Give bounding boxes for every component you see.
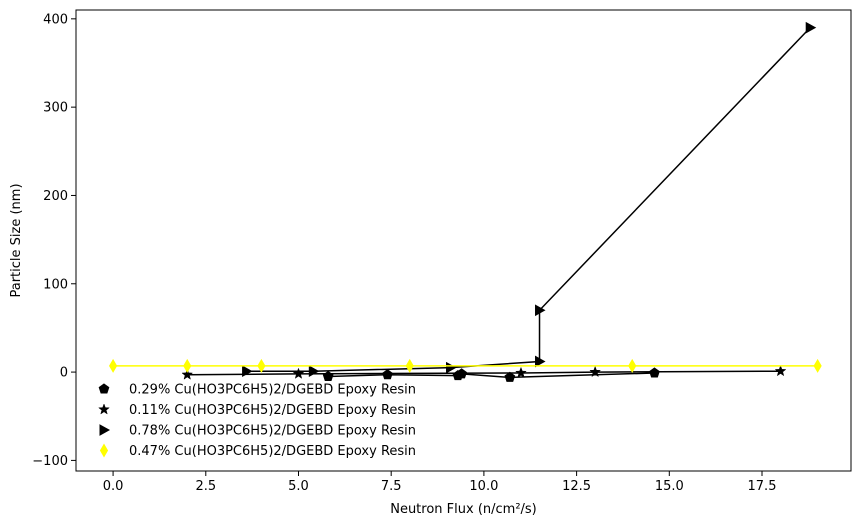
series-layer xyxy=(109,21,822,382)
x-tick-label: 17.5 xyxy=(748,479,777,494)
y-tick-label: 200 xyxy=(43,189,68,204)
legend-marker xyxy=(99,443,109,458)
legend-label: 0.11% Cu(HO3PC6H5)2/DGEBD Epoxy Resin xyxy=(129,403,416,418)
series-2 xyxy=(181,364,787,380)
legend: 0.29% Cu(HO3PC6H5)2/DGEBD Epoxy Resin 0.1… xyxy=(98,383,416,459)
x-tick-label: 7.5 xyxy=(381,479,402,494)
x-tick-label: 12.5 xyxy=(562,479,591,494)
legend-marker xyxy=(99,424,111,436)
series-1 xyxy=(322,367,660,382)
y-tick-label: 400 xyxy=(43,12,68,27)
y-axis-label: Particle Size (nm) xyxy=(9,183,24,297)
data-point xyxy=(628,358,637,373)
legend-entry: 0.29% Cu(HO3PC6H5)2/DGEBD Epoxy Resin xyxy=(98,383,416,398)
data-point xyxy=(535,355,546,368)
data-point xyxy=(535,304,546,317)
x-tick-label: 10.0 xyxy=(469,479,498,494)
data-point xyxy=(504,371,516,382)
x-axis-label: Neutron Flux (n/cm²/s) xyxy=(390,502,537,517)
plot-frame xyxy=(75,9,852,472)
x-tick-label: 5.0 xyxy=(288,479,309,494)
legend-entry: 0.78% Cu(HO3PC6H5)2/DGEBD Epoxy Resin xyxy=(99,424,416,439)
y-tick-label: 100 xyxy=(43,277,68,292)
data-point xyxy=(805,21,817,34)
data-point xyxy=(181,368,194,380)
x-tick-label: 2.5 xyxy=(195,479,216,494)
data-point xyxy=(589,365,602,378)
data-point xyxy=(774,364,787,377)
legend-label: 0.47% Cu(HO3PC6H5)2/DGEBD Epoxy Resin xyxy=(129,444,416,459)
x-tick-label: 15.0 xyxy=(655,479,684,494)
data-point xyxy=(292,367,305,379)
data-point xyxy=(183,358,192,373)
legend-marker xyxy=(98,383,110,394)
series-line xyxy=(246,27,811,372)
series-4 xyxy=(109,358,822,373)
legend-label: 0.29% Cu(HO3PC6H5)2/DGEBD Epoxy Resin xyxy=(129,383,416,398)
legend-entry: 0.47% Cu(HO3PC6H5)2/DGEBD Epoxy Resin xyxy=(99,443,416,459)
legend-label: 0.78% Cu(HO3PC6H5)2/DGEBD Epoxy Resin xyxy=(129,424,416,439)
data-point xyxy=(405,358,414,373)
data-point xyxy=(257,358,266,373)
y-tick-label: 300 xyxy=(43,101,68,116)
data-point xyxy=(109,358,118,373)
data-point xyxy=(242,365,253,378)
legend-marker xyxy=(98,403,110,415)
data-point xyxy=(813,358,822,373)
legend-entry: 0.11% Cu(HO3PC6H5)2/DGEBD Epoxy Resin xyxy=(98,403,416,418)
plot-background xyxy=(76,10,851,471)
y-tick-label: 0 xyxy=(60,366,68,381)
y-tick-label: −100 xyxy=(32,454,68,469)
data-point xyxy=(515,366,527,379)
data-point xyxy=(308,365,320,378)
x-tick-label: 0.0 xyxy=(103,479,124,494)
data-point xyxy=(382,369,393,380)
axes-layer: 0.0 2.5 5.0 7.5 10.0 12.5 15.0 17.5 −100 0 100 200 3… xyxy=(32,12,776,494)
